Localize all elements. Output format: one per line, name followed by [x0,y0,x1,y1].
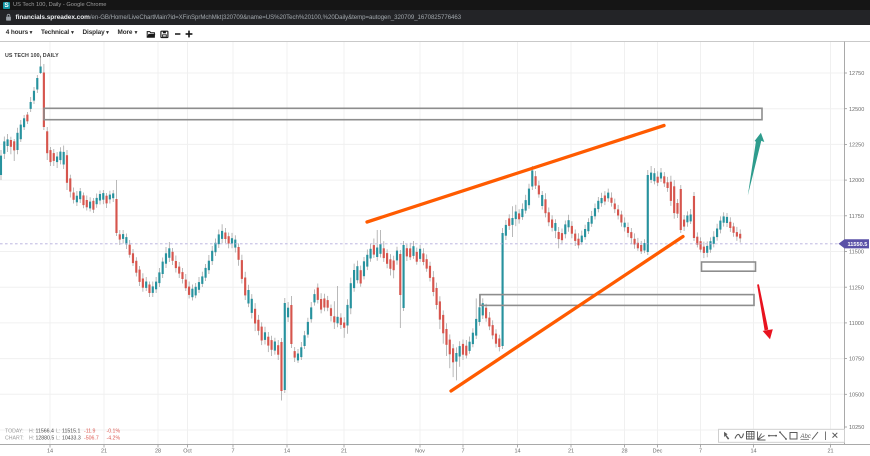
svg-text:11515.1: 11515.1 [62,428,80,434]
svg-text:11566.4: 11566.4 [36,428,54,434]
svg-text:12880.5: 12880.5 [36,435,55,441]
svg-text:-11.9: -11.9 [84,428,96,434]
svg-text:10250: 10250 [849,425,864,431]
svg-text:14: 14 [47,449,53,455]
svg-text:7: 7 [461,449,464,455]
svg-text:21: 21 [568,449,574,455]
svg-text:14: 14 [750,449,756,455]
svg-text:21: 21 [827,449,833,455]
svg-text:Nov: Nov [415,449,425,455]
svg-text:Abc: Abc [800,434,811,440]
svg-text:11500: 11500 [849,250,864,256]
svg-text:10750: 10750 [849,357,864,363]
svg-text:H:: H: [29,428,34,434]
svg-text:10433.3: 10433.3 [62,435,81,441]
svg-text:H:: H: [29,435,34,441]
svg-text:12250: 12250 [849,143,864,149]
svg-text:Oct: Oct [183,449,192,455]
svg-text:11250: 11250 [849,285,864,291]
svg-text:21: 21 [341,449,347,455]
svg-text:11550.5: 11550.5 [848,242,868,248]
svg-text:11000: 11000 [849,321,864,327]
svg-text:12000: 12000 [849,178,864,184]
svg-text:L:: L: [56,435,60,441]
svg-text:US TECH 100, DAILY: US TECH 100, DAILY [5,53,59,59]
svg-text:21: 21 [101,449,107,455]
svg-text:12750: 12750 [849,71,864,77]
svg-text:TODAY:: TODAY: [5,428,24,434]
svg-text:CHART:: CHART: [5,435,24,441]
svg-text:10500: 10500 [849,392,864,398]
svg-text:12500: 12500 [849,107,864,113]
svg-text:11750: 11750 [849,214,864,220]
svg-text:14: 14 [284,449,290,455]
svg-text:Dec: Dec [653,449,663,455]
svg-text:-4.2%: -4.2% [107,435,121,441]
svg-text:7: 7 [231,449,234,455]
svg-text:-506.7: -506.7 [84,435,99,441]
svg-text:-0.1%: -0.1% [107,428,121,434]
svg-text:14: 14 [514,449,520,455]
svg-text:28: 28 [621,449,627,455]
svg-text:L:: L: [56,428,60,434]
svg-text:7: 7 [699,449,702,455]
svg-text:28: 28 [155,449,161,455]
